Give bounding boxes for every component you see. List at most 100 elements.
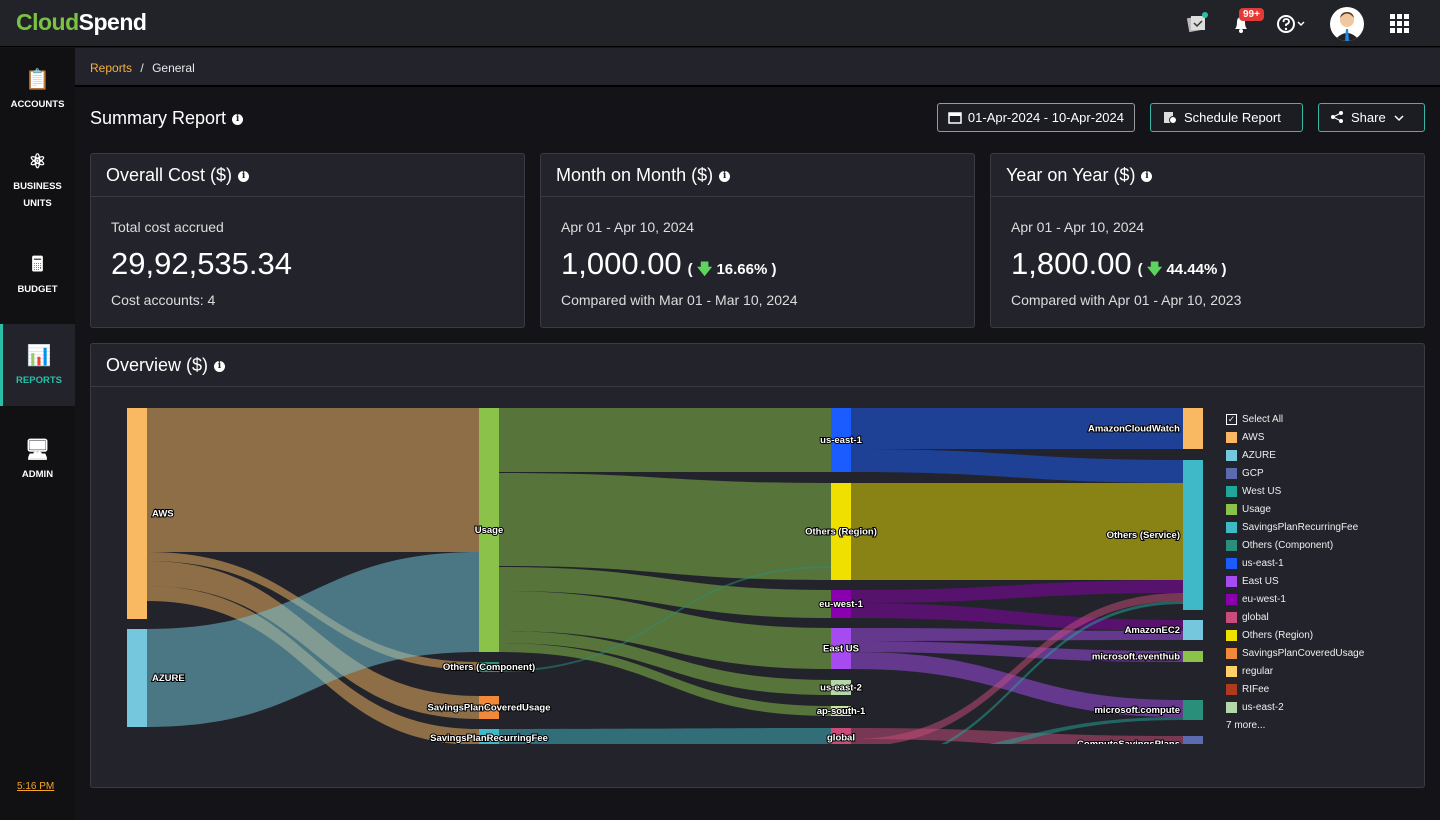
sidebar-item-accounts[interactable]: 📋 ACCOUNTS <box>0 68 75 113</box>
arrow-down-icon: 🡇 <box>1146 261 1163 278</box>
legend-item[interactable]: GCP <box>1226 464 1364 482</box>
sankey-link[interactable] <box>851 603 1183 631</box>
sankey-link[interactable] <box>851 483 1183 580</box>
legend-swatch <box>1226 683 1237 695</box>
sankey-link[interactable] <box>499 728 831 744</box>
legend-swatch <box>1226 629 1237 641</box>
sankey-node[interactable] <box>831 628 851 669</box>
sankey-node[interactable] <box>831 706 851 716</box>
legend-more-link[interactable]: 7 more... <box>1226 719 1266 731</box>
sankey-node-label: Others (Service) <box>1107 530 1180 541</box>
sankey-node[interactable] <box>831 408 851 472</box>
sankey-node[interactable] <box>831 680 851 695</box>
legend-item[interactable]: global <box>1226 608 1364 626</box>
sankey-link[interactable] <box>851 717 1183 744</box>
sankey-node[interactable] <box>1183 460 1203 610</box>
apps-grid-icon[interactable] <box>1390 14 1409 33</box>
sankey-node[interactable] <box>1183 408 1203 449</box>
sankey-node[interactable] <box>1183 736 1203 744</box>
legend-item[interactable]: AZURE <box>1226 446 1364 464</box>
sidebar-item-budget[interactable]: 🖩 BUDGET <box>0 253 75 298</box>
month-on-month-card: Month on Month ($) i Apr 01 - Apr 10, 202… <box>540 153 975 328</box>
legend-item[interactable]: AWS <box>1226 428 1364 446</box>
sankey-node-label: Usage <box>475 525 504 536</box>
sankey-link[interactable] <box>851 641 1183 662</box>
legend-select-all[interactable]: ✓ Select All <box>1226 413 1284 425</box>
sankey-link[interactable] <box>851 449 1183 483</box>
info-icon[interactable]: i <box>719 170 731 182</box>
legend-item[interactable]: SavingsPlanCoveredUsage <box>1226 644 1364 662</box>
sankey-link[interactable] <box>499 567 831 618</box>
sankey-node-label: AZURE <box>152 673 185 684</box>
sankey-link[interactable] <box>851 408 1183 449</box>
breadcrumb-reports-link[interactable]: Reports <box>90 61 133 75</box>
date-range-picker[interactable]: 01-Apr-2024 - 10-Apr-2024 <box>936 103 1135 132</box>
sankey-link[interactable] <box>499 631 831 695</box>
top-bar: CloudSpend 99+ <box>0 0 1440 47</box>
sankey-node-label: ap-south-1 <box>817 706 866 717</box>
legend-item[interactable]: Others (Component) <box>1226 536 1364 554</box>
legend-item[interactable]: us-east-2 <box>1226 698 1364 716</box>
info-icon[interactable]: i <box>214 360 226 372</box>
sankey-node[interactable] <box>1183 651 1203 662</box>
sankey-link[interactable] <box>499 566 831 672</box>
legend-item[interactable]: Others (Region) <box>1226 626 1364 644</box>
legend-item[interactable]: SavingsPlanRecurringFee <box>1226 518 1364 536</box>
sankey-link[interactable] <box>851 601 1183 744</box>
sankey-link[interactable] <box>147 552 479 727</box>
legend-swatch <box>1226 647 1237 659</box>
sankey-node[interactable] <box>831 728 851 744</box>
sankey-link[interactable] <box>499 408 831 472</box>
sankey-node-label: AmazonCloudWatch <box>1088 424 1180 435</box>
help-icon[interactable] <box>1277 14 1307 34</box>
sankey-node[interactable] <box>831 590 851 618</box>
legend-item[interactable]: us-east-1 <box>1226 554 1364 572</box>
sankey-node-label: us-east-2 <box>820 683 862 694</box>
legend-item[interactable]: regular <box>1226 662 1364 680</box>
info-icon[interactable]: i <box>238 170 250 182</box>
sankey-node[interactable] <box>479 408 499 652</box>
legend-swatch <box>1226 521 1237 533</box>
sankey-node[interactable] <box>1183 700 1203 720</box>
sankey-node[interactable] <box>479 729 499 744</box>
sankey-node-label: microsoft.compute <box>1094 705 1180 716</box>
legend-item[interactable]: East US <box>1226 572 1364 590</box>
sankey-link[interactable] <box>499 643 831 716</box>
sankey-node-label: us-east-1 <box>820 435 862 446</box>
sidebar-item-reports[interactable]: 📊 REPORTS <box>0 324 75 406</box>
notification-badge: 99+ <box>1239 8 1264 21</box>
sankey-link[interactable] <box>147 408 479 552</box>
schedule-report-button[interactable]: Schedule Report <box>1150 103 1303 132</box>
share-button[interactable]: Share <box>1318 103 1425 132</box>
sankey-link[interactable] <box>851 593 1183 744</box>
sankey-link[interactable] <box>499 591 831 669</box>
sankey-link[interactable] <box>851 628 1183 641</box>
sankey-link[interactable] <box>851 580 1183 603</box>
sankey-node[interactable] <box>1183 620 1203 640</box>
clock-time[interactable]: 5:16 PM <box>17 781 55 792</box>
info-icon[interactable]: i <box>1141 170 1153 182</box>
chart-legend: ✓ Select All AWS AZURE GCP West US Usage Savin… <box>1226 410 1364 734</box>
sankey-node-label: AWS <box>152 509 174 520</box>
tasks-icon[interactable] <box>1186 12 1210 34</box>
sankey-node[interactable] <box>127 629 147 727</box>
legend-item[interactable]: Usage <box>1226 500 1364 518</box>
cloudspend-logo[interactable]: CloudSpend <box>16 9 147 35</box>
sidebar-item-business-units[interactable]: ⚛ BUSINESS UNITS <box>0 150 75 212</box>
sankey-node[interactable] <box>479 696 499 719</box>
sankey-link[interactable] <box>499 473 831 580</box>
legend-swatch <box>1226 611 1237 623</box>
sankey-node[interactable] <box>831 483 851 580</box>
legend-item[interactable]: eu-west-1 <box>1226 590 1364 608</box>
legend-swatch <box>1226 539 1237 551</box>
sankey-node[interactable] <box>479 662 499 672</box>
avatar[interactable] <box>1330 7 1364 41</box>
info-icon[interactable]: i <box>232 113 244 125</box>
legend-item[interactable]: RIFee <box>1226 680 1364 698</box>
arrow-down-icon: 🡇 <box>696 261 713 278</box>
sankey-node[interactable] <box>127 408 147 619</box>
legend-swatch <box>1226 701 1237 713</box>
sankey-link[interactable] <box>851 728 1183 744</box>
legend-item[interactable]: West US <box>1226 482 1364 500</box>
sidebar-item-admin[interactable]: 🖥 ADMIN <box>0 438 75 483</box>
